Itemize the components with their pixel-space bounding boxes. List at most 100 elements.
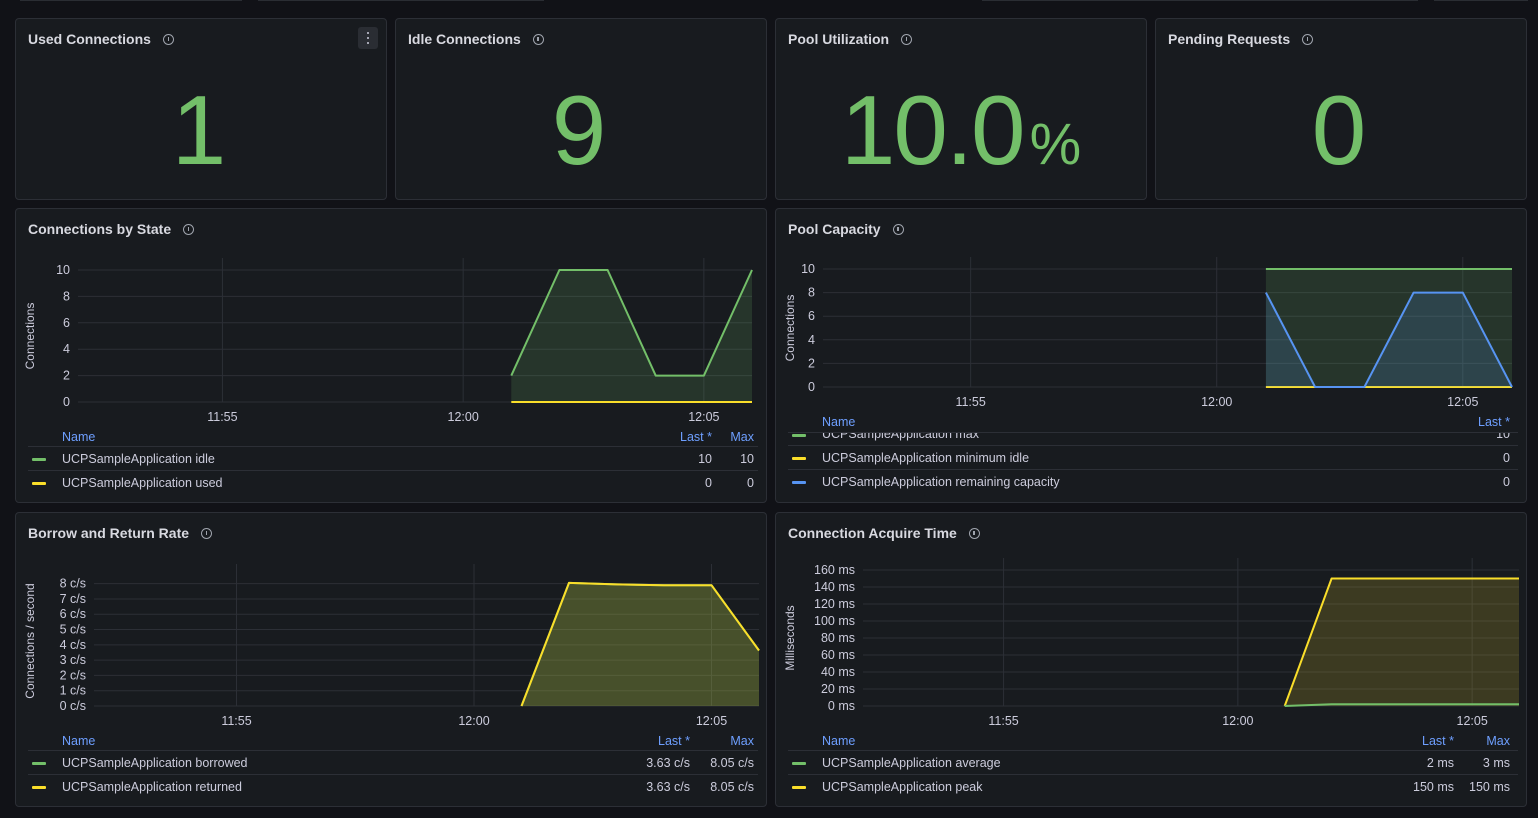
x-tick-label: 11:55 (221, 714, 251, 728)
legend-series-name: UCPSampleApplication max (822, 432, 980, 441)
legend-last: 3.63 c/s (646, 780, 690, 794)
top-divider (258, 0, 544, 1)
panel-title: Pool Utilization (788, 31, 890, 47)
panel-menu-button[interactable] (358, 27, 378, 49)
y-tick-label: 10 (56, 263, 70, 277)
chart-pool-capacity[interactable]: 0 2 4 6 8 10 11:55 12:00 12:05 Connections (776, 209, 1526, 409)
legend-header-name[interactable]: Name (62, 734, 96, 748)
y-tick-label: 4 c/s (60, 638, 86, 652)
legend-row[interactable]: UCPSampleApplication returned 3.63 c/s 8… (28, 774, 758, 798)
legend-header: Name Last * Max (28, 728, 758, 750)
panel-title: Pool Capacity (788, 221, 881, 237)
y-tick-label: 4 (808, 333, 815, 347)
legend-swatch (792, 457, 806, 460)
chart-connection-acquire-time[interactable]: 0 ms 20 ms 40 ms 60 ms 80 ms 100 ms 120 ms 140 … (776, 513, 1526, 728)
x-tick-label: 12:00 (1201, 395, 1232, 409)
x-tick-label: 12:00 (458, 714, 489, 728)
legend-header-name[interactable]: Name (822, 415, 856, 429)
legend-row[interactable]: UCPSampleApplication idle 10 10 (28, 446, 758, 470)
legend-header-last[interactable]: Last * (1422, 734, 1454, 748)
legend-series-name: UCPSampleApplication used (62, 476, 223, 490)
legend-series-name: UCPSampleApplication remaining capacity (822, 475, 1060, 489)
legend-header-last[interactable]: Last * (680, 430, 712, 444)
info-icon[interactable] (892, 223, 904, 235)
legend-row[interactable]: UCPSampleApplication borrowed 3.63 c/s 8… (28, 750, 758, 774)
legend-series-name: UCPSampleApplication minimum idle (822, 451, 1030, 465)
x-tick-label: 11:55 (988, 714, 1018, 728)
info-icon[interactable] (532, 33, 544, 45)
info-icon[interactable] (968, 527, 980, 539)
legend-last: 10 (698, 452, 712, 466)
legend-swatch (792, 481, 806, 484)
series-line[interactable] (1284, 703, 1519, 707)
legend-swatch (792, 434, 806, 437)
panel-borrow-return-rate[interactable]: Borrow and Return Rate 0 c/s 1 c/s 2 c/s 3 … (15, 512, 767, 807)
series-area (511, 270, 752, 402)
stat-panel-pool-utilization[interactable]: Pool Utilization 10.0% (775, 18, 1147, 200)
series-line[interactable] (510, 269, 753, 377)
panel-pool-capacity[interactable]: Pool Capacity 0 2 4 6 8 10 11:55 12:00 12:05 Conn… (775, 208, 1527, 503)
legend-max: 10 (740, 452, 754, 466)
panel-title: Connection Acquire Time (788, 525, 957, 541)
series-line[interactable] (1265, 291, 1513, 388)
top-divider (20, 0, 242, 1)
legend-row[interactable]: UCPSampleApplication remaining capacity … (788, 469, 1518, 493)
legend-row[interactable]: UCPSampleApplication average 2 ms 3 ms (788, 750, 1518, 774)
legend-row[interactable]: UCPSampleApplication peak 150 ms 150 ms (788, 774, 1518, 798)
legend-series-name: UCPSampleApplication average (822, 756, 1001, 770)
legend-header-max[interactable]: Max (1486, 734, 1510, 748)
legend-header-max[interactable]: Max (730, 430, 754, 444)
series-area (521, 582, 759, 706)
legend-max: 0 (747, 476, 754, 490)
stat-panel-used-connections[interactable]: Used Connections 1 (15, 18, 387, 200)
legend-row[interactable]: UCPSampleApplication max 10 (788, 432, 1518, 445)
stat-value: 1 (171, 75, 226, 185)
legend-swatch (792, 786, 806, 789)
y-tick-label: 60 ms (821, 648, 855, 662)
info-icon[interactable] (201, 527, 213, 539)
legend-header-name[interactable]: Name (822, 734, 856, 748)
top-divider (982, 0, 1418, 1)
legend-max: 3 ms (1482, 756, 1510, 770)
chart-borrow-return-rate[interactable]: 0 c/s1 c/s 2 c/s3 c/s4 c/s5 c/s 6 c/s7 c/s… (16, 513, 766, 728)
y-tick-label: 140 ms (814, 580, 855, 594)
chart-connections-by-state[interactable]: 0 2 4 6 8 10 11:55 12:00 12:05 Connections (16, 209, 766, 424)
legend-header-last[interactable]: Last * (658, 734, 690, 748)
info-icon[interactable] (183, 223, 195, 235)
legend-last: 3.63 c/s (646, 756, 690, 770)
legend-header-max[interactable]: Max (730, 734, 754, 748)
y-tick-label: 8 (63, 289, 70, 303)
panel-title: Borrow and Return Rate (28, 525, 190, 541)
y-tick-label: 1 c/s (60, 684, 86, 698)
legend-max: 8.05 c/s (710, 780, 754, 794)
legend-last: 0 (1503, 475, 1510, 489)
legend-header: Name Last * Max (28, 424, 758, 446)
info-icon[interactable] (901, 33, 913, 45)
series-area (1265, 292, 1512, 387)
series-line[interactable] (1283, 577, 1519, 707)
legend-row[interactable]: UCPSampleApplication minimum idle 0 (788, 445, 1518, 469)
info-icon[interactable] (162, 33, 174, 45)
x-tick-label: 11:55 (955, 395, 985, 409)
panel-connections-by-state[interactable]: Connections by State 0 2 4 6 8 10 11:55 12:00 12… (15, 208, 767, 503)
legend-header-name[interactable]: Name (62, 430, 96, 444)
y-tick-label: 2 (63, 369, 70, 383)
y-tick-label: 80 ms (821, 631, 855, 645)
stat-value: 10.0% (840, 75, 1082, 185)
series-area (1284, 578, 1519, 706)
y-tick-label: 0 (63, 395, 70, 409)
x-tick-label: 12:05 (1447, 395, 1478, 409)
y-tick-label: 6 c/s (60, 607, 86, 621)
legend-table: Name Last * Max UCPSampleApplication ave… (788, 728, 1518, 798)
y-axis-label: Milliseconds (783, 605, 797, 670)
series-line[interactable] (520, 581, 760, 707)
info-icon[interactable] (1302, 33, 1314, 45)
legend-row[interactable]: UCPSampleApplication used 0 0 (28, 470, 758, 494)
legend-header-last[interactable]: Last * (1478, 415, 1510, 429)
x-tick-label: 12:00 (1222, 714, 1253, 728)
stat-panel-pending-requests[interactable]: Pending Requests 0 (1155, 18, 1527, 200)
panel-connection-acquire-time[interactable]: Connection Acquire Time 0 ms 20 ms 40 ms 60… (775, 512, 1527, 807)
stat-panel-idle-connections[interactable]: Idle Connections 9 (395, 18, 767, 200)
stat-value: 9 (551, 75, 606, 185)
y-tick-label: 0 ms (828, 699, 855, 713)
